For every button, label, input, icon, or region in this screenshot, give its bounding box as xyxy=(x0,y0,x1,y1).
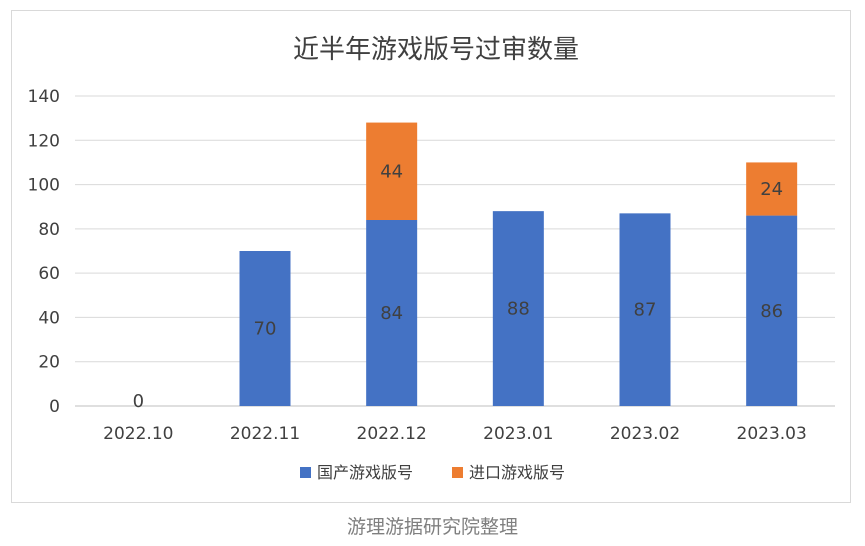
x-tick-label: 2023.03 xyxy=(737,424,807,444)
data-labels: 0 70 84 44 88 87 86 24 xyxy=(133,161,784,412)
data-label: 24 xyxy=(760,179,783,200)
bar-domestic-2023.03 xyxy=(746,215,798,406)
legend-label: 进口游戏版号 xyxy=(469,463,565,482)
x-axis-ticks: 2022.10 2022.11 2022.12 2023.01 2023.02 2023.… xyxy=(103,424,807,444)
bar-domestic-2022.11 xyxy=(239,251,291,406)
legend: 国产游戏版号 进口游戏版号 xyxy=(300,463,565,482)
source-credit: 游理游据研究院整理 xyxy=(346,516,518,538)
x-tick-label: 2022.12 xyxy=(357,424,427,444)
x-tick-label: 2022.10 xyxy=(103,424,173,444)
bars xyxy=(239,122,798,406)
chart-title: 近半年游戏版号过审数量 xyxy=(293,35,579,65)
data-label: 70 xyxy=(254,319,277,340)
y-tick-label: 140 xyxy=(28,87,60,107)
data-label: 87 xyxy=(634,300,657,321)
bar-domestic-2023.02 xyxy=(619,213,671,406)
bar-domestic-2023.01 xyxy=(492,211,544,406)
gridlines xyxy=(75,95,835,407)
y-tick-label: 80 xyxy=(38,220,60,240)
y-tick-label: 20 xyxy=(38,353,60,373)
y-axis-ticks: 0 20 40 60 80 100 120 140 xyxy=(28,87,60,417)
x-tick-label: 2023.01 xyxy=(483,424,553,444)
data-label: 88 xyxy=(507,299,530,320)
x-tick-label: 2022.11 xyxy=(230,424,300,444)
y-tick-label: 100 xyxy=(28,176,60,196)
y-tick-label: 40 xyxy=(38,308,60,328)
data-label: 84 xyxy=(380,303,403,324)
bar-imported-2023.03 xyxy=(746,162,798,216)
y-tick-label: 0 xyxy=(49,397,60,417)
y-tick-label: 60 xyxy=(38,264,60,284)
y-tick-label: 120 xyxy=(28,131,60,151)
data-label: 0 xyxy=(133,391,144,412)
data-label: 86 xyxy=(760,301,783,322)
chart-frame xyxy=(11,10,851,503)
data-label: 44 xyxy=(380,161,403,182)
bar-domestic-2022.12 xyxy=(366,220,418,406)
legend-swatch xyxy=(300,467,311,478)
bar-imported-2022.12 xyxy=(366,122,418,220)
x-tick-label: 2023.02 xyxy=(610,424,680,444)
legend-label: 国产游戏版号 xyxy=(317,463,413,482)
legend-swatch xyxy=(452,467,463,478)
